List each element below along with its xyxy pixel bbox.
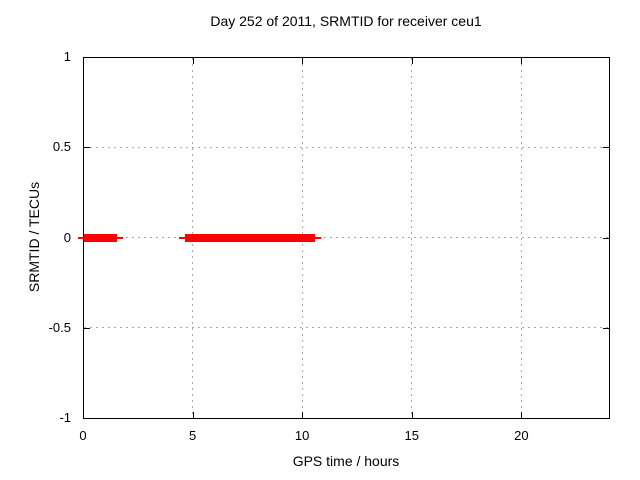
y-tick-label: -0.5	[48, 319, 71, 335]
x-tick-mark	[411, 58, 413, 64]
y-tick-mark	[603, 237, 609, 239]
y-tick-mark	[84, 147, 90, 149]
x-tick-mark	[302, 412, 304, 418]
x-tick-mark	[192, 58, 194, 64]
y-axis-title: SRMTID / TECUs	[26, 181, 42, 293]
x-tick-label: 20	[514, 428, 529, 443]
x-tick-label: 0	[79, 428, 87, 443]
x-tick-mark	[192, 412, 194, 418]
series-segment	[84, 233, 117, 242]
x-tick-mark	[302, 58, 304, 64]
y-gridline	[84, 237, 608, 238]
x-tick-mark	[521, 412, 523, 418]
y-tick-mark	[84, 327, 90, 329]
y-gridline	[84, 327, 608, 329]
x-tick-mark	[83, 58, 84, 64]
x-tick-label: 5	[188, 428, 197, 443]
series-segment	[184, 233, 315, 242]
x-tick-label: 10	[294, 428, 310, 443]
y-tick-mark	[603, 327, 609, 329]
y-tick-label: 0.5	[52, 139, 71, 155]
y-tick-label: 0	[63, 229, 71, 245]
y-gridline	[84, 146, 608, 148]
x-axis-title: GPS time / hours	[292, 453, 400, 469]
y-tick-label: 1	[63, 49, 71, 64]
plot-area	[83, 57, 610, 419]
y-tick-mark	[603, 147, 609, 149]
x-tick-mark	[83, 412, 84, 418]
chart-title: Day 252 of 2011, SRMTID for receiver ceu…	[210, 13, 482, 29]
x-tick-mark	[411, 412, 413, 418]
y-tick-label: -1	[59, 410, 71, 425]
x-tick-label: 15	[404, 428, 419, 443]
x-tick-mark	[521, 58, 523, 64]
